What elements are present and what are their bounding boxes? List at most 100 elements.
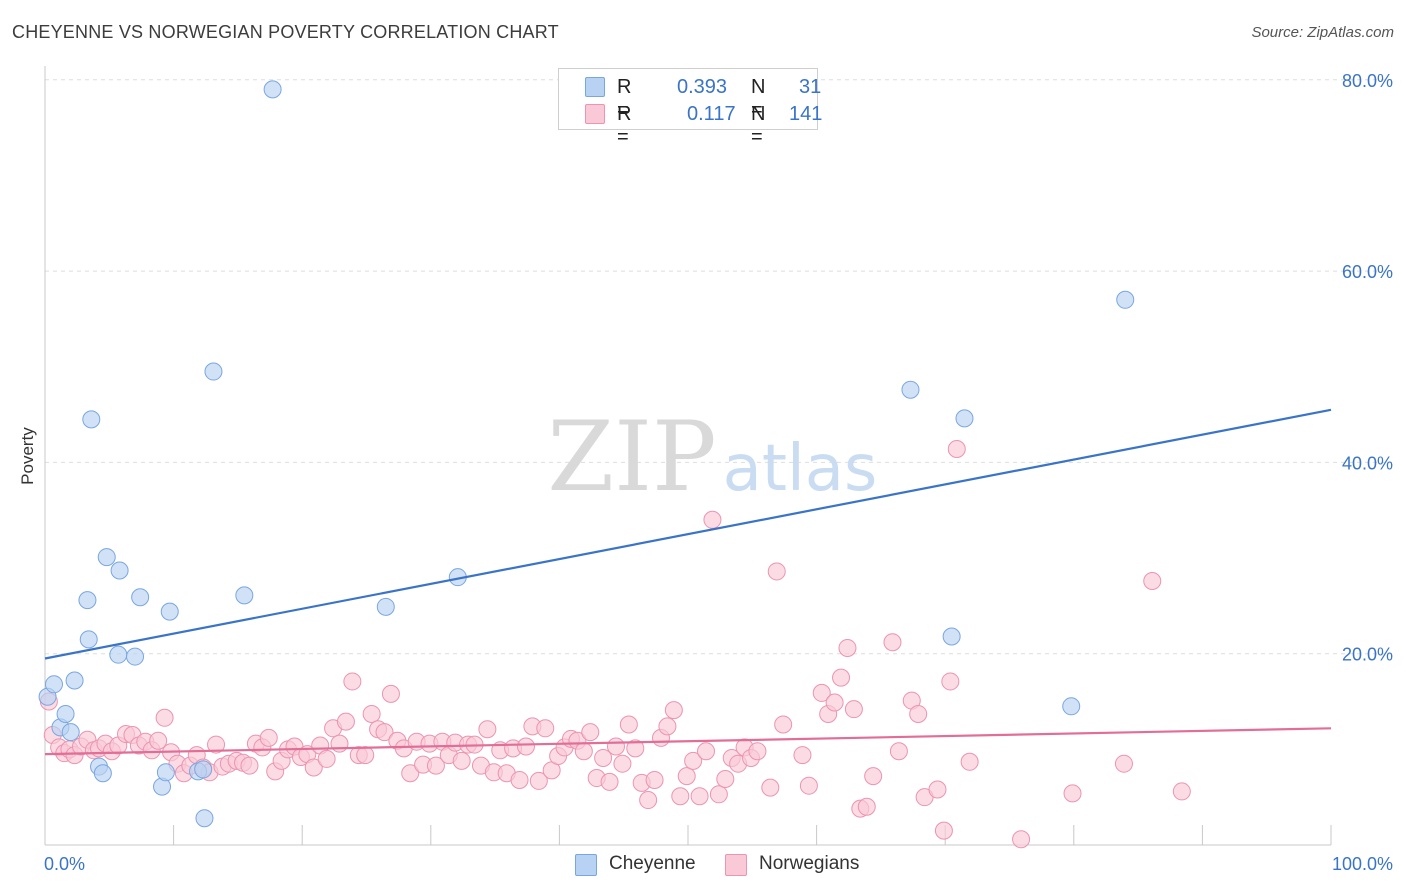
norwegians-point: [478, 720, 497, 739]
cheyenne-point: [901, 380, 920, 399]
norwegians-point: [690, 787, 709, 806]
norwegians-swatch: [585, 104, 605, 124]
norwegians-point: [928, 780, 947, 799]
norwegians-point: [697, 742, 716, 761]
cheyenne-point: [376, 597, 395, 616]
norwegians-legend-swatch: [725, 854, 747, 876]
norwegians-point: [883, 633, 902, 652]
norwegians-point: [613, 754, 632, 773]
y-tick-label: 80.0%: [1342, 71, 1393, 91]
norwegians-point: [934, 821, 953, 840]
cheyenne-point: [235, 586, 254, 605]
r-label: R =: [617, 76, 632, 121]
cheyenne-point: [156, 763, 175, 782]
norwegians-point: [864, 767, 883, 786]
norwegians-point: [317, 749, 336, 768]
norwegians-point: [606, 737, 625, 756]
x-tick-label: 0.0%: [44, 854, 85, 874]
cheyenne-point: [61, 723, 80, 742]
norwegians-point: [703, 510, 722, 529]
norwegians-point: [857, 797, 876, 816]
cheyenne-point: [1116, 290, 1135, 309]
cheyenne-point: [93, 764, 112, 783]
norwegians-point: [716, 770, 735, 789]
cheyenne-point: [955, 409, 974, 428]
norwegians-point: [832, 668, 851, 687]
norwegians-point: [1063, 784, 1082, 803]
norwegians-point: [825, 693, 844, 712]
chart-source: Source: ZipAtlas.com: [1251, 24, 1394, 41]
norwegians-point: [600, 772, 619, 791]
cheyenne-point: [110, 561, 129, 580]
norwegians-point: [1114, 754, 1133, 773]
cheyenne-n-value: 31: [799, 76, 822, 98]
cheyenne-point: [78, 591, 97, 610]
norwegians-point: [671, 787, 690, 806]
norwegians-legend-label: Norwegians: [759, 853, 860, 874]
norwegians-point: [793, 746, 812, 765]
cheyenne-point: [131, 588, 150, 607]
norwegians-point: [149, 731, 168, 750]
trend-lines: [44, 408, 1332, 756]
cheyenne-point: [56, 704, 75, 723]
norwegians-point: [330, 734, 349, 753]
norwegians-point: [381, 684, 400, 703]
norwegians-point: [356, 746, 375, 765]
norwegians-r-value: 0.117: [687, 103, 736, 125]
norwegians-point: [677, 767, 696, 786]
norwegians-point: [207, 735, 226, 754]
r-label: R =: [617, 103, 632, 148]
cheyenne-point: [45, 675, 64, 694]
norwegians-point: [619, 715, 638, 734]
norwegians-point: [594, 748, 613, 767]
norwegians-point: [343, 672, 362, 691]
cheyenne-point: [82, 410, 101, 429]
cheyenne-legend-label: Cheyenne: [609, 853, 696, 874]
y-axis-label: Poverty: [18, 427, 37, 485]
cheyenne-points: [38, 80, 1135, 828]
norwegians-point: [304, 758, 323, 777]
norwegians-point: [960, 752, 979, 771]
cheyenne-point: [194, 760, 213, 779]
watermark-atlas: atlas: [723, 432, 878, 506]
norwegians-point: [510, 770, 529, 789]
norwegians-point: [774, 715, 793, 734]
y-tick-labels: 20.0% 40.0% 60.0% 80.0%: [1342, 71, 1393, 665]
cheyenne-trend-line: [44, 408, 1332, 660]
norwegians-point: [375, 723, 394, 742]
norwegians-point: [709, 785, 728, 804]
norwegians-point: [838, 638, 857, 657]
norwegians-point: [799, 776, 818, 795]
chart-title: CHEYENNE VS NORWEGIAN POVERTY CORRELATIO…: [12, 22, 559, 42]
n-label: N =: [751, 103, 766, 148]
cheyenne-point: [204, 362, 223, 381]
norwegians-point: [1012, 830, 1031, 849]
cheyenne-point: [79, 630, 98, 649]
n-label: N =: [751, 76, 766, 121]
norwegians-point: [401, 764, 420, 783]
gridlines: [45, 79, 1392, 655]
norwegians-point: [812, 683, 831, 702]
cheyenne-point: [942, 627, 961, 646]
norwegians-point: [947, 440, 966, 459]
norwegians-point: [909, 704, 928, 723]
cheyenne-point: [263, 80, 282, 99]
norwegians-point: [240, 756, 259, 775]
cheyenne-point: [65, 671, 84, 690]
norwegians-point: [767, 562, 786, 581]
norwegians-point: [426, 756, 445, 775]
norwegians-point: [748, 742, 767, 761]
stats-legend: R = 0.393 N = 31 R = 0.117 N = 141: [558, 68, 822, 148]
norwegians-point: [684, 751, 703, 770]
y-tick-label: 40.0%: [1342, 453, 1393, 473]
cheyenne-swatch: [585, 77, 605, 97]
norwegians-trend-line: [44, 727, 1332, 756]
norwegians-n-value: 141: [789, 103, 823, 125]
norwegians-point: [645, 770, 664, 789]
y-tick-label: 60.0%: [1342, 262, 1393, 282]
cheyenne-r-value: 0.393: [677, 76, 728, 98]
norwegians-point: [844, 700, 863, 719]
x-tick-label: 100.0%: [1332, 854, 1393, 874]
norwegians-point: [516, 737, 535, 756]
